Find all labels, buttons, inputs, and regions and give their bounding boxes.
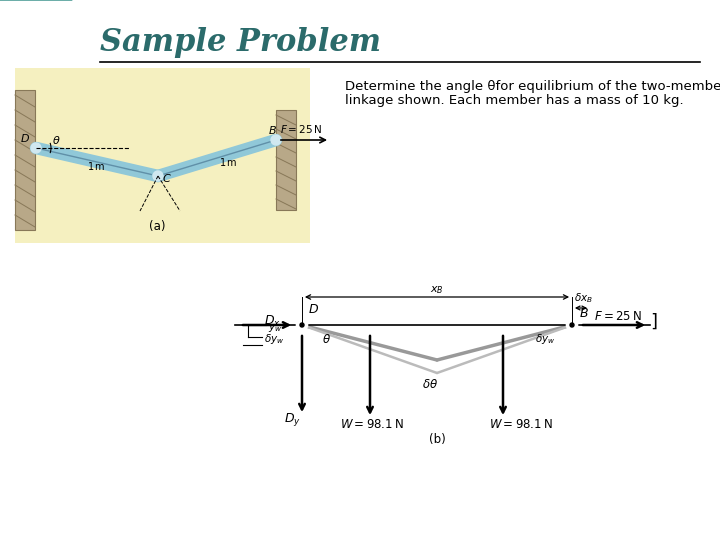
Text: Determine the angle θfor equilibrium of the two-member: Determine the angle θfor equilibrium of … <box>345 80 720 93</box>
Text: (b): (b) <box>428 433 446 446</box>
Circle shape <box>567 320 577 330</box>
Text: ]: ] <box>650 313 657 331</box>
Text: $W = 98.1\,\mathrm{N}$: $W = 98.1\,\mathrm{N}$ <box>489 418 553 431</box>
Text: $D$: $D$ <box>20 132 30 144</box>
Text: $F = 25\,\mathrm{N}$: $F = 25\,\mathrm{N}$ <box>594 310 642 323</box>
Bar <box>276 110 296 210</box>
Text: (a): (a) <box>149 220 166 233</box>
Text: $W = 98.1\,\mathrm{N}$: $W = 98.1\,\mathrm{N}$ <box>340 418 404 431</box>
Text: $B$: $B$ <box>268 124 277 136</box>
Circle shape <box>271 135 281 145</box>
Text: $B$: $B$ <box>579 307 589 320</box>
Text: $C$: $C$ <box>162 172 172 184</box>
Circle shape <box>31 143 41 153</box>
Text: $\delta y_w$: $\delta y_w$ <box>535 332 555 346</box>
Text: $D_y$: $D_y$ <box>284 411 301 428</box>
Circle shape <box>570 323 574 327</box>
Text: $D$: $D$ <box>308 303 319 316</box>
Text: $1\,\mathrm{m}$: $1\,\mathrm{m}$ <box>87 160 106 172</box>
Text: $\delta y_w$: $\delta y_w$ <box>264 332 284 346</box>
Bar <box>15 68 310 243</box>
Text: Sample Problem: Sample Problem <box>100 26 381 57</box>
Text: $x_B$: $x_B$ <box>430 284 444 296</box>
Text: $F = 25\,\mathrm{N}$: $F = 25\,\mathrm{N}$ <box>280 123 323 135</box>
Text: $\delta\theta$: $\delta\theta$ <box>422 378 438 391</box>
Circle shape <box>300 323 304 327</box>
Text: $1\,\mathrm{m}$: $1\,\mathrm{m}$ <box>219 156 238 168</box>
Text: $y_w$: $y_w$ <box>268 322 282 334</box>
Text: $\theta$: $\theta$ <box>322 333 331 346</box>
Text: $\delta x_B$: $\delta x_B$ <box>574 291 593 305</box>
Circle shape <box>297 320 307 330</box>
Bar <box>15 90 35 230</box>
Text: $\theta$: $\theta$ <box>52 134 60 146</box>
Circle shape <box>153 171 163 181</box>
Text: linkage shown. Each member has a mass of 10 kg.: linkage shown. Each member has a mass of… <box>345 94 683 107</box>
Text: $D_x$: $D_x$ <box>264 313 281 328</box>
